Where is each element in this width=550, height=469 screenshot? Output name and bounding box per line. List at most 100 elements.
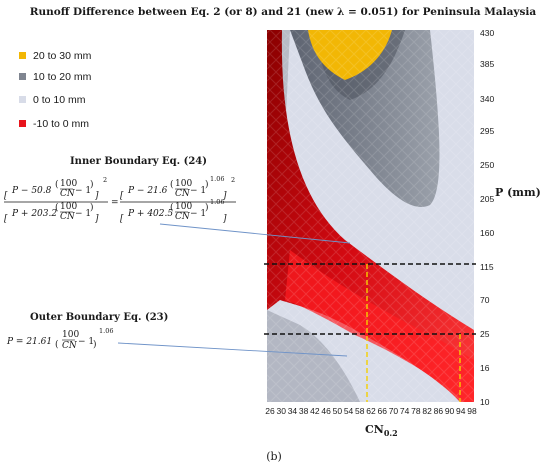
x-tick-label: 54 xyxy=(344,406,354,416)
lhs-bracket-close: ] xyxy=(94,191,99,201)
outer-frac-num: 100 xyxy=(62,330,79,340)
legend-swatch xyxy=(19,96,26,103)
rhs-bracket-close: ] xyxy=(222,191,227,201)
x-tick-label: 90 xyxy=(445,406,455,416)
legend-swatch xyxy=(19,73,26,80)
y-tick-label: 340 xyxy=(480,94,494,104)
rhs-exp: 2 xyxy=(231,176,235,184)
lhs-num-paren-open: ( xyxy=(55,179,59,190)
rhs-num-paren-close: ) xyxy=(205,179,209,190)
rhs-num-text: P − 21.6 xyxy=(127,186,168,196)
lhs-den-minus: − 1 xyxy=(75,209,91,219)
y-tick-label: 430 xyxy=(480,28,494,38)
rhs-den-bracket-open: [ xyxy=(120,214,124,224)
y-tick-label: 250 xyxy=(480,160,494,170)
lhs-num-minus: − 1 xyxy=(75,186,91,196)
legend-swatch xyxy=(19,52,26,59)
x-tick-label: 26 xyxy=(265,406,275,416)
legend-swatch xyxy=(19,120,26,127)
lhs-den-paren-close: ) xyxy=(90,202,94,213)
lhs-num-frac-num: 100 xyxy=(60,179,77,189)
rhs-den-paren-close: ) xyxy=(205,202,209,213)
rhs-num-paren-open: ( xyxy=(170,179,174,190)
lhs-den-frac-den: CN xyxy=(60,212,76,222)
x-tick-label: 62 xyxy=(366,406,376,416)
rhs-den-minus: − 1 xyxy=(190,209,206,219)
x-tick-label: 94 xyxy=(456,406,466,416)
x-axis-label: CN0.2 xyxy=(365,423,398,438)
y-tick-label: 295 xyxy=(480,126,494,136)
lhs-den-paren-open: ( xyxy=(55,202,59,213)
lhs-num-frac-den: CN xyxy=(60,189,76,199)
x-tick-label: 82 xyxy=(422,406,432,416)
y-axis-label: P (mm) xyxy=(495,186,541,199)
outer-paren-close: ) xyxy=(93,339,97,350)
outer-exp: 1.06 xyxy=(99,327,113,335)
outer-paren-open: ( xyxy=(55,339,59,350)
x-axis-label-main: CN xyxy=(365,423,384,436)
x-tick-label: 98 xyxy=(467,406,477,416)
x-tick-label: 66 xyxy=(377,406,387,416)
x-tick-label: 70 xyxy=(389,406,399,416)
rhs-num-exp: 1.06 xyxy=(210,175,224,183)
rhs-num-minus: − 1 xyxy=(190,186,206,196)
legend-label: -10 to 0 mm xyxy=(33,118,89,130)
legend-label: 20 to 30 mm xyxy=(33,50,92,62)
inner-boundary-pointer xyxy=(159,223,351,244)
outer-boundary-formula: P = 21.61 ( 100 CN − 1 ) 1.06 xyxy=(6,327,113,351)
x-tick-label: 86 xyxy=(434,406,444,416)
inner-boundary-formula: [ P − 50.8 ( 100 CN − 1 ) ] 2 [ P + 203.… xyxy=(4,175,236,224)
x-tick-label: 30 xyxy=(276,406,286,416)
plot-area xyxy=(267,30,474,402)
x-axis-ticks: 26 30 34 38 42 46 50 54 58 62 66 70 74 78 82 86 90 94 98 xyxy=(265,406,477,416)
y-tick-label: 25 xyxy=(480,329,490,339)
rhs-den-bracket-close: ] xyxy=(222,214,227,224)
legend-label: 10 to 20 mm xyxy=(33,71,92,83)
rhs-den-text: P + 402.5 xyxy=(127,209,173,219)
y-axis-ticks: 430 385 340 295 250 205 160 115 70 25 16 10 xyxy=(480,28,494,407)
x-tick-label: 74 xyxy=(400,406,410,416)
rhs-den-frac-num: 100 xyxy=(175,202,192,212)
chart-title: Runoff Difference between Eq. 2 (or 8) a… xyxy=(30,6,537,18)
x-tick-label: 42 xyxy=(310,406,320,416)
inner-boundary-title: Inner Boundary Eq. (24) xyxy=(70,156,207,167)
y-tick-label: 160 xyxy=(480,228,494,238)
outer-minus: − 1 xyxy=(78,337,94,347)
y-tick-label: 10 xyxy=(480,397,490,407)
y-tick-label: 16 xyxy=(480,363,490,373)
figure-caption: (b) xyxy=(266,450,282,463)
rhs-num-frac-den: CN xyxy=(175,189,191,199)
y-tick-label: 115 xyxy=(480,262,494,272)
x-tick-label: 78 xyxy=(411,406,421,416)
equals-sign: = xyxy=(111,198,119,208)
lhs-bracket-open: [ xyxy=(4,191,8,201)
rhs-den-paren-open: ( xyxy=(170,202,174,213)
mesh-overlay xyxy=(267,30,474,402)
rhs-bracket-open: [ xyxy=(120,191,124,201)
y-tick-label: 385 xyxy=(480,59,494,69)
outer-lhs: P = 21.61 xyxy=(6,337,52,347)
x-tick-label: 46 xyxy=(321,406,331,416)
x-tick-label: 58 xyxy=(355,406,365,416)
lhs-exp: 2 xyxy=(103,176,107,184)
y-tick-label: 70 xyxy=(480,295,490,305)
outer-boundary-pointer xyxy=(117,342,348,357)
x-tick-label: 50 xyxy=(333,406,343,416)
outer-boundary-title: Outer Boundary Eq. (23) xyxy=(30,312,168,323)
x-axis-label-sub: 0.2 xyxy=(384,428,398,438)
lhs-den-bracket-close: ] xyxy=(94,214,99,224)
lhs-num-paren-close: ) xyxy=(90,179,94,190)
rhs-num-frac-num: 100 xyxy=(175,179,192,189)
legend-label: 0 to 10 mm xyxy=(33,94,86,106)
outer-frac-den: CN xyxy=(62,341,78,351)
lhs-den-text: P + 203.2 xyxy=(11,209,57,219)
rhs-den-exp: 1.06 xyxy=(210,198,224,206)
legend: 20 to 30 mm 10 to 20 mm 0 to 10 mm -10 to 0… xyxy=(19,50,92,130)
rhs-den-frac-den: CN xyxy=(175,212,191,222)
lhs-den-frac-num: 100 xyxy=(60,202,77,212)
x-tick-label: 34 xyxy=(288,406,298,416)
y-tick-label: 205 xyxy=(480,194,494,204)
lhs-den-bracket-open: [ xyxy=(4,214,8,224)
x-tick-label: 38 xyxy=(299,406,309,416)
